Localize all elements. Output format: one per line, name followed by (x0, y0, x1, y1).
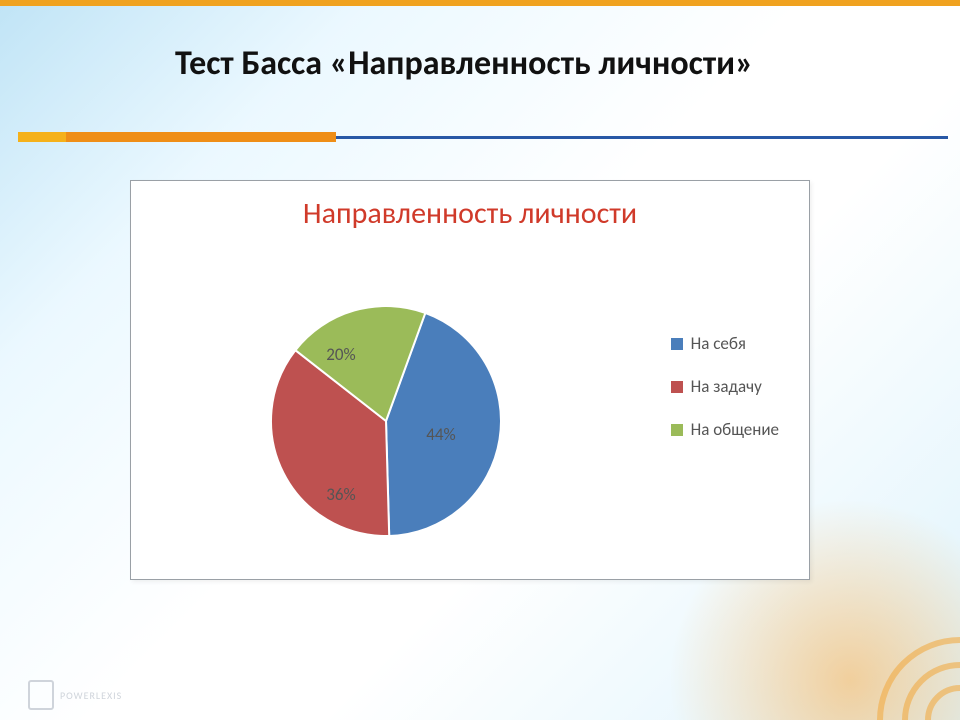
slide: Тест Басса «Направленность личности» Нап… (0, 0, 960, 720)
accent-seg-2 (66, 132, 336, 142)
legend-swatch (671, 338, 683, 350)
accent-seg-1 (18, 132, 66, 142)
legend-item: На общение (671, 419, 779, 440)
pie-slice-label: 20% (326, 344, 355, 365)
footer-logo-icon (28, 680, 54, 710)
legend-item: На себя (671, 333, 779, 354)
pie-chart: 44% 36% 20% (241, 276, 531, 571)
top-stripe (0, 0, 960, 6)
legend-swatch (671, 424, 683, 436)
legend-item: На задачу (671, 376, 779, 397)
legend: На себя На задачу На общение (671, 311, 779, 462)
legend-label: На задачу (691, 376, 762, 397)
legend-label: На себя (691, 333, 746, 354)
pie-slice-label: 44% (426, 424, 455, 445)
legend-swatch (671, 381, 683, 393)
footer-logo-text: POWERLEXIS (60, 689, 122, 702)
footer-logo: POWERLEXIS (28, 680, 122, 710)
chart-title: Направленность личности (131, 195, 809, 232)
legend-label: На общение (691, 419, 779, 440)
accent-seg-3 (336, 136, 948, 139)
pie-slice-label: 36% (326, 484, 355, 505)
chart-card: Направленность личности 44% 36% 20% На себ… (130, 180, 810, 580)
corner-spiral-icon (810, 570, 960, 720)
slide-title: Тест Басса «Направленность личности» (175, 44, 815, 84)
pie-svg: 44% 36% 20% (241, 276, 531, 566)
accent-bar (18, 132, 948, 142)
